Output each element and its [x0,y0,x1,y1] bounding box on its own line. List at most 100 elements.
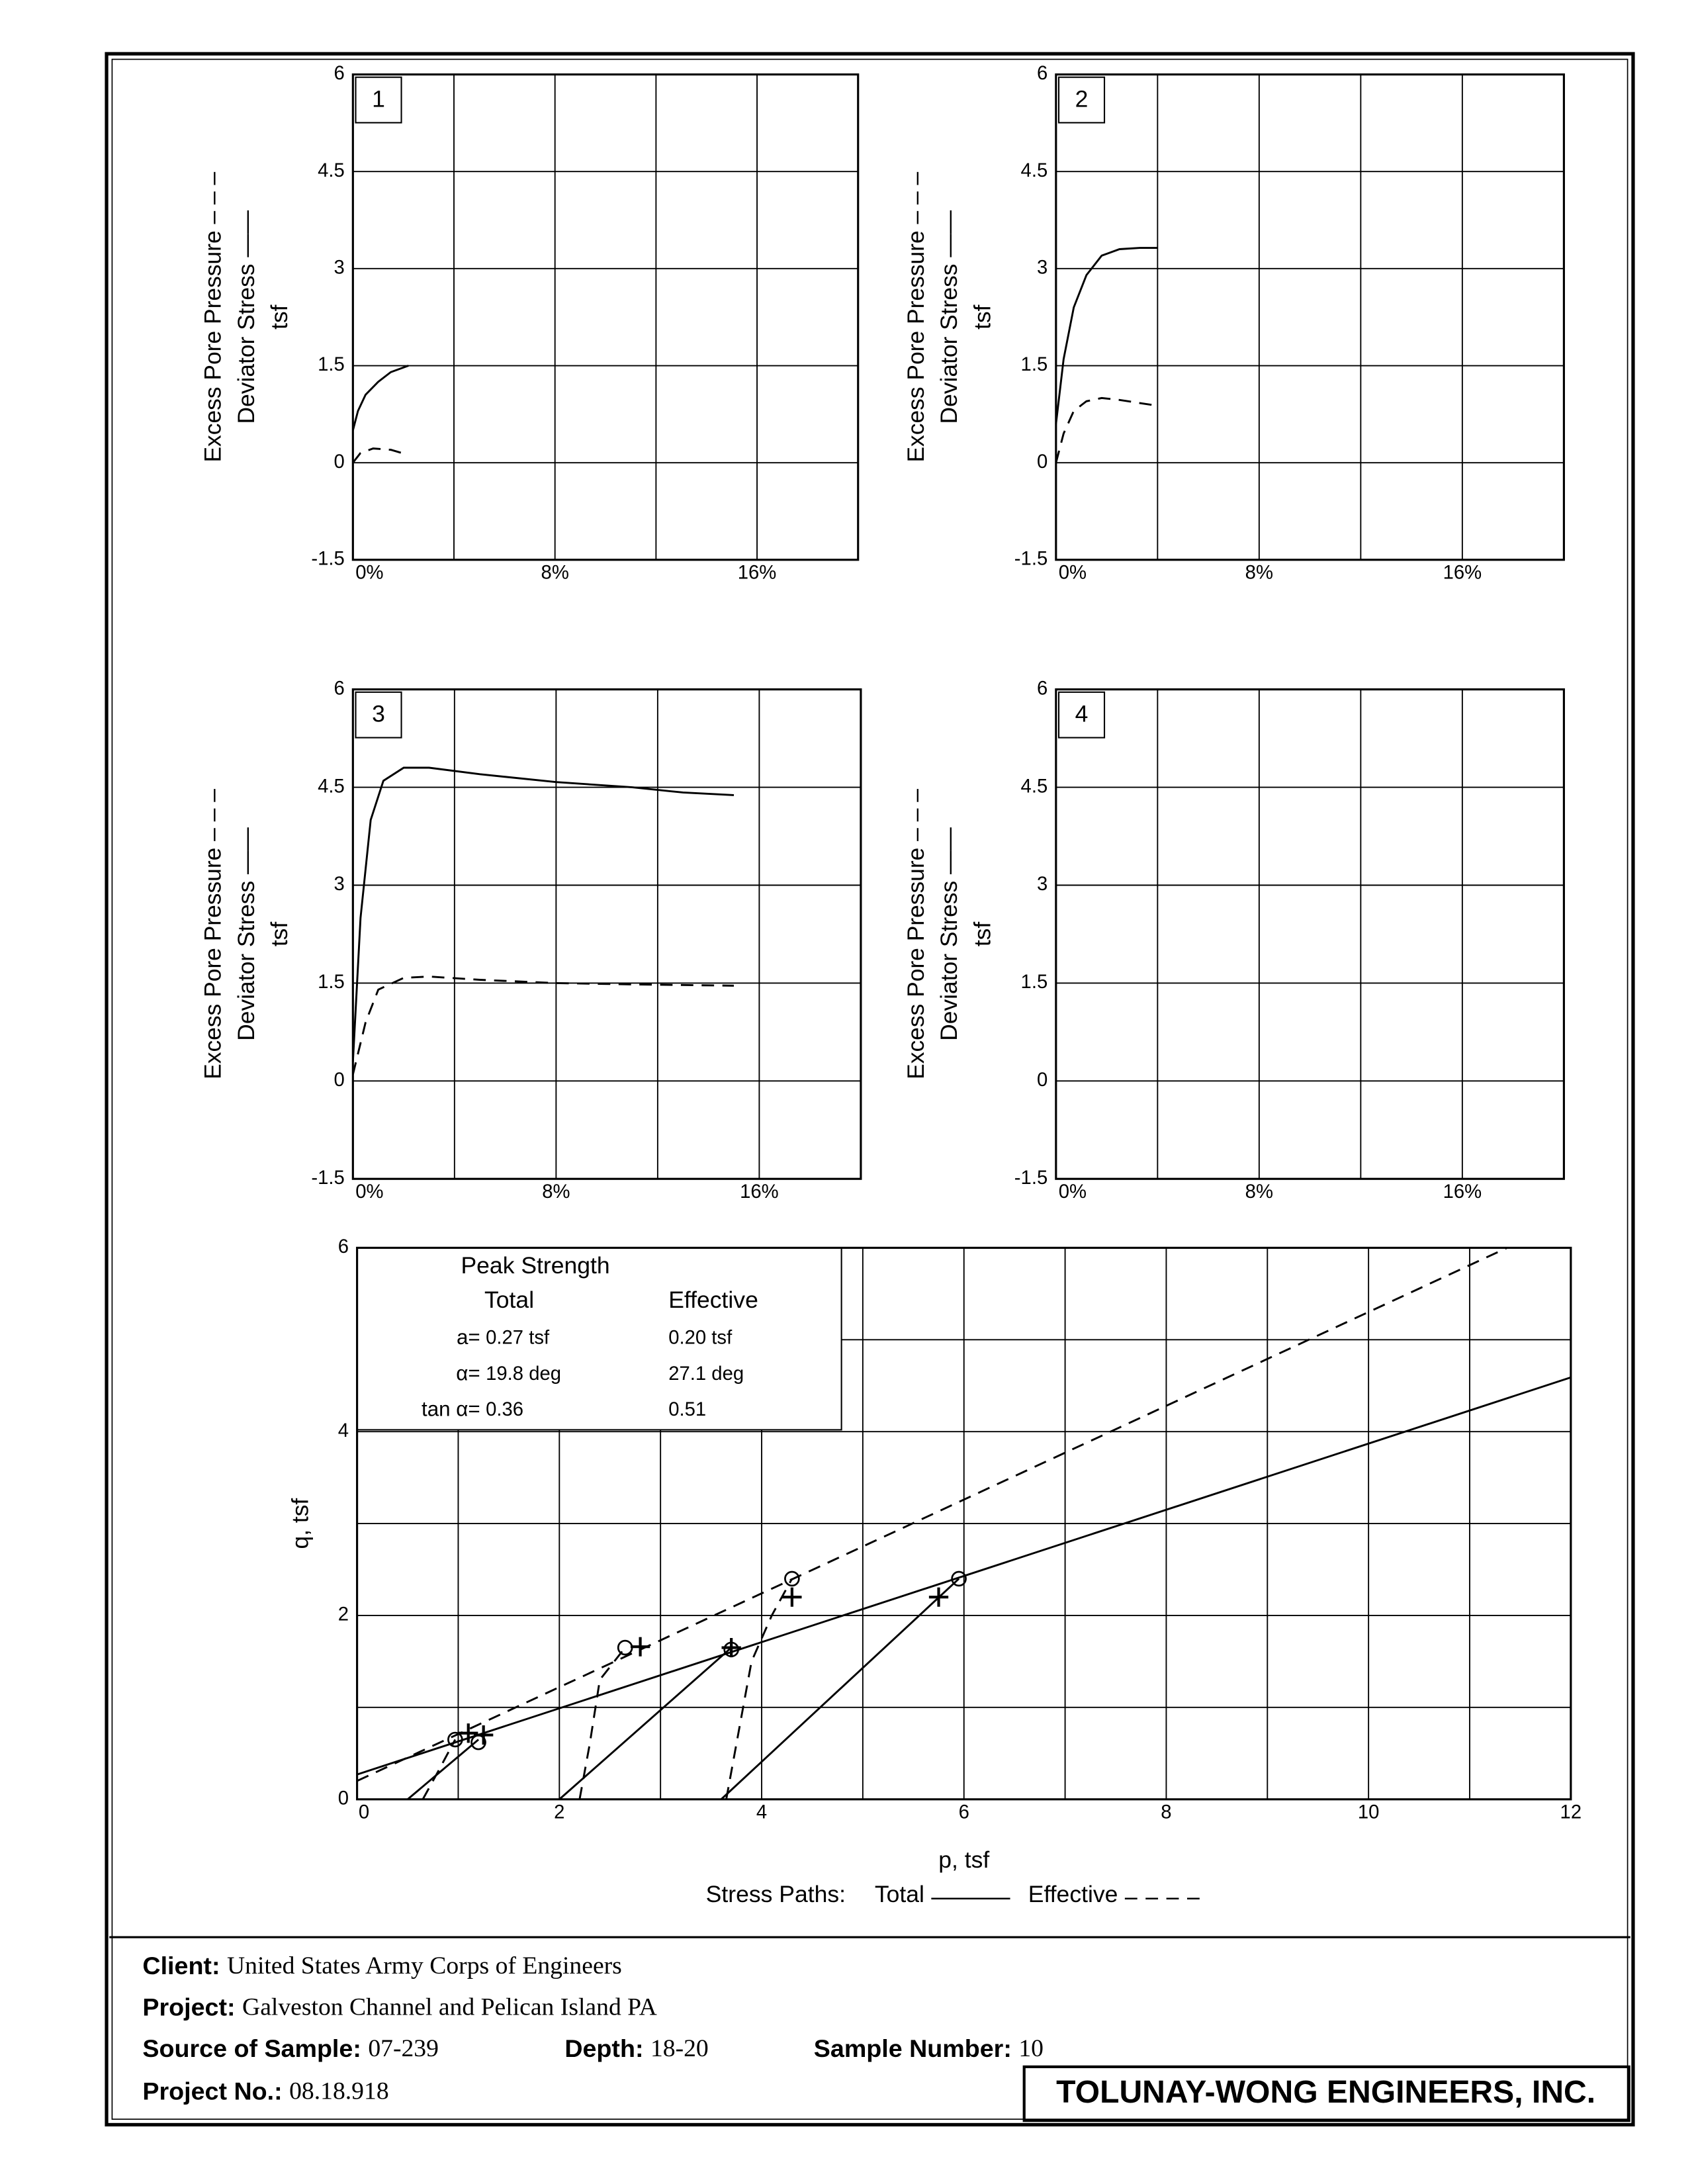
depth-value: 18-20 [650,2035,709,2062]
project-label: Project: [142,1993,235,2021]
source-label: Source of Sample: [142,2034,361,2062]
y-axis-label: tsf [266,304,292,330]
point-plus [459,1723,478,1743]
x-tick-label: 16% [738,562,777,583]
y-tick-label: 4.5 [1021,160,1048,181]
client: Client: United States Army Corps of Engi… [142,1952,621,1979]
panel-number: 1 [372,86,385,113]
x-tick-label: 2 [554,1801,564,1823]
series-line [1055,247,1158,424]
chart: 0 2 4 6 0 2 4 6 8 10 12 Peak Strength Total Effective… [287,1236,1582,1907]
y-tick-label: -1.5 [311,549,344,570]
panel-number: 3 [372,701,385,727]
point-circle [447,1731,463,1748]
y-axis-label: Deviator Stress —— [233,210,259,424]
plot-frame [351,688,862,1180]
y-tick-label: 4.5 [318,776,345,797]
y-tick-label: -1.5 [1014,1167,1048,1189]
row-value: 0.51 [668,1399,706,1420]
source: Source of Sample: 07-239 [142,2034,439,2062]
y-axis-label: Excess Pore Pressure – – – [903,789,929,1079]
company-box [1022,2065,1630,2122]
depth: Depth: 18-20 [564,2034,708,2062]
row-value: 0.36 [486,1399,523,1420]
sample-number: Sample Number: 10 [814,2034,1044,2062]
x-tick-label: 8% [1245,562,1273,583]
chart: -1.5 0 1.5 3 4.5 6 0% 8% 16% 1 Excess Pore Pressur… [200,63,860,583]
peak-strength-box [356,1247,842,1431]
row-value: 0.20 tsf [668,1328,733,1349]
x-tick-label: 0 [359,1801,369,1823]
x-tick-label: 16% [740,1181,779,1203]
series-line [720,1578,960,1800]
row-value: 19.8 deg [486,1363,561,1385]
y-tick-label: 0 [1037,451,1048,473]
x-tick-label: 6 [959,1801,969,1823]
plot-frame [1055,73,1565,561]
point-plus [928,1587,949,1607]
y-tick-label: 0 [334,451,344,473]
x-tick-label: 16% [1443,562,1482,583]
y-tick-label: 2 [338,1604,349,1625]
chart: -1.5 0 1.5 3 4.5 6 0% 8% 16% 4 Excess Pore Pressur… [903,678,1565,1203]
panel-number: 2 [1075,86,1089,113]
y-axis-label: q, tsf [287,1498,313,1549]
y-tick-label: 6 [338,1236,349,1257]
project-no-value: 08.18.918 [289,2077,389,2105]
series-line [357,1376,1572,1776]
plot-frame [356,1246,1572,1801]
x-tick-label: 10 [1358,1801,1380,1823]
column-header: Total [484,1287,534,1313]
row-label: tan α= [422,1398,480,1421]
series-line [725,1578,793,1800]
sample-number-value: 10 [1018,2035,1044,2062]
y-tick-label: -1.5 [1014,549,1048,570]
row-value: 0.27 tsf [486,1328,550,1349]
column-header: Effective [668,1287,758,1313]
source-value: 07-239 [368,2035,439,2062]
x-tick-label: 8 [1161,1801,1171,1823]
project-no-label: Project No.: [142,2077,282,2105]
y-axis-label: Deviator Stress —— [233,827,259,1041]
panel-box [355,76,402,124]
project-no: Project No.: 08.18.918 [142,2077,388,2105]
y-axis-label: Excess Pore Pressure – – – [200,789,226,1079]
y-tick-label: 1.5 [1021,354,1048,375]
y-tick-label: 1.5 [318,354,345,375]
depth-label: Depth: [564,2034,643,2062]
x-tick-label: 0% [355,562,383,583]
client-label: Client: [142,1952,220,1979]
y-tick-label: 0 [1037,1069,1048,1091]
y-axis-label: Excess Pore Pressure – – – [903,172,929,463]
y-tick-label: 0 [338,1788,349,1809]
series-line [558,1647,733,1800]
y-axis-label: Deviator Stress —— [936,827,962,1041]
y-axis-label: Deviator Stress —— [936,210,962,424]
point-plus [630,1637,650,1657]
project: Project: Galveston Channel and Pelican I… [142,1993,656,2021]
legend-label: Stress Paths: [706,1881,846,1907]
x-tick-label: 0% [1059,1181,1087,1203]
y-tick-label: 3 [334,257,344,279]
panel-number: 4 [1075,701,1089,727]
legend-entry: Total [875,1881,924,1907]
y-tick-label: 6 [1037,678,1048,699]
chart: -1.5 0 1.5 3 4.5 6 0% 8% 16% 2 Excess Pore Pressur… [903,63,1565,583]
x-axis-label: p, tsf [938,1846,989,1873]
chart: -1.5 0 1.5 3 4.5 6 0% 8% 16% 3 Excess Pore Pressur… [200,678,862,1203]
project-value: Galveston Channel and Pelican Island PA [242,1993,657,2021]
y-tick-label: 1.5 [1021,972,1048,993]
inner-border [111,58,1628,2120]
x-tick-label: 8% [541,562,569,583]
y-tick-label: 4.5 [318,160,345,181]
peak-strength-title: Peak Strength [461,1252,609,1279]
y-tick-label: 6 [334,63,344,84]
y-axis-label: Excess Pore Pressure – – – [200,172,226,463]
company-name: TOLUNAY-WONG ENGINEERS, INC. [1056,2075,1595,2110]
row-value: 27.1 deg [668,1363,744,1385]
point-plus [782,1587,802,1607]
plot-frame [351,73,860,561]
series-line [1055,396,1158,463]
row-label: α= [456,1361,480,1385]
